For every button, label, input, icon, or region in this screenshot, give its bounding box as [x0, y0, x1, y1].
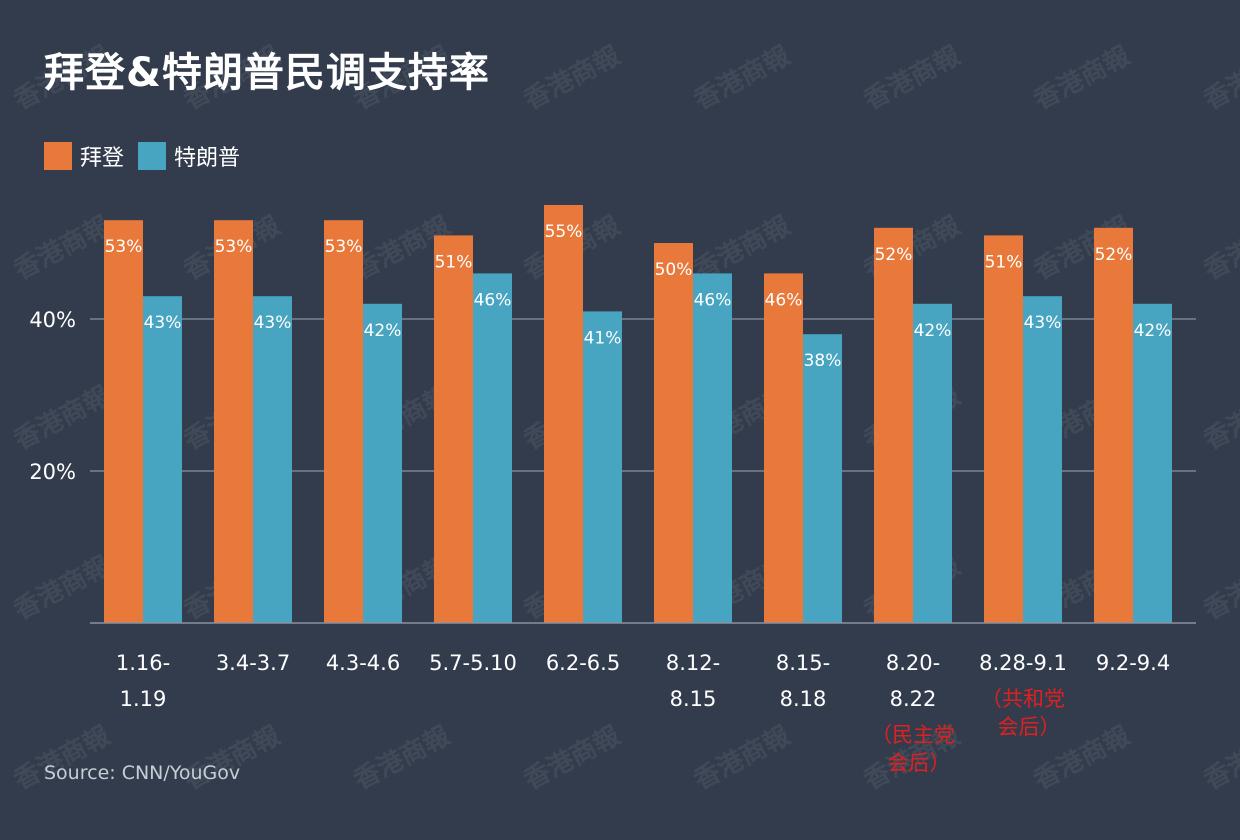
- bar-trump: [473, 273, 512, 623]
- watermark-text: 香港商報: [1029, 40, 1136, 117]
- category-note: （共和党: [981, 687, 1065, 711]
- watermark-text: 香港商報: [519, 720, 626, 797]
- data-label-biden: 46%: [765, 290, 803, 310]
- bar-biden: [544, 205, 583, 623]
- x-tick-label: 1.19: [120, 687, 167, 711]
- x-tick-label: 5.7-5.10: [429, 651, 517, 675]
- bar-trump: [583, 311, 622, 623]
- data-label-trump: 46%: [474, 290, 512, 310]
- watermark-text: 香港商報: [689, 720, 796, 797]
- watermark-text: 香港商報: [689, 40, 796, 117]
- data-label-trump: 41%: [584, 328, 622, 348]
- data-label-biden: 52%: [875, 245, 913, 265]
- x-tick-label: 8.28-9.1: [979, 651, 1067, 675]
- bar-biden: [434, 235, 473, 623]
- x-tick-label: 8.20-: [886, 651, 940, 675]
- watermark-text: 香港商報: [349, 720, 456, 797]
- legend-item-trump: 特朗普: [138, 140, 240, 172]
- category-note: 会后）: [888, 751, 951, 775]
- source-note: Source: CNN/YouGov: [44, 762, 241, 784]
- data-label-biden: 55%: [545, 222, 583, 242]
- data-label-trump: 42%: [914, 321, 952, 341]
- bar-biden: [764, 273, 803, 623]
- watermark-text: 香港商報: [519, 40, 626, 117]
- data-label-trump: 43%: [1024, 313, 1062, 333]
- legend-item-biden: 拜登: [44, 140, 124, 172]
- data-label-trump: 42%: [364, 321, 402, 341]
- bar-biden: [1094, 227, 1133, 624]
- x-tick-label: 8.12-: [666, 651, 720, 675]
- watermark-text: 香港商報: [9, 210, 116, 287]
- bar-trump: [1023, 296, 1062, 623]
- bar-trump: [363, 303, 402, 623]
- watermark-text: 香港商報: [859, 40, 966, 117]
- data-label-trump: 42%: [1134, 321, 1172, 341]
- legend: 拜登 特朗普: [44, 140, 254, 172]
- x-tick-label: 9.2-9.4: [1096, 651, 1170, 675]
- bar-trump: [143, 296, 182, 623]
- data-label-trump: 43%: [254, 313, 292, 333]
- data-label-trump: 43%: [144, 313, 182, 333]
- y-tick-label: 40%: [29, 308, 76, 332]
- x-tick-label: 6.2-6.5: [546, 651, 620, 675]
- bar-biden: [874, 227, 913, 624]
- watermark-text: 香港商報: [179, 40, 286, 117]
- x-tick-label: 3.4-3.7: [216, 651, 290, 675]
- data-label-biden: 52%: [1095, 245, 1133, 265]
- bar-trump: [803, 334, 842, 623]
- category-note: 会后）: [998, 715, 1061, 739]
- bar-biden: [104, 220, 143, 623]
- x-tick-label: 1.16-: [116, 651, 170, 675]
- watermark-text: 香港商報: [9, 720, 116, 797]
- data-label-biden: 51%: [985, 252, 1023, 272]
- data-label-biden: 50%: [655, 260, 693, 280]
- bar-trump: [253, 296, 292, 623]
- legend-label-biden: 拜登: [80, 146, 125, 171]
- watermark-text: 香港商報: [9, 380, 116, 457]
- y-tick-label: 20%: [29, 460, 76, 484]
- bar-biden: [654, 243, 693, 623]
- legend-label-trump: 特朗普: [174, 146, 241, 171]
- bar-biden: [324, 220, 363, 623]
- bar-trump: [913, 303, 952, 623]
- bar-biden: [214, 220, 253, 623]
- watermark-text: 香港商報: [1199, 210, 1240, 287]
- watermark-text: 香港商報: [179, 720, 286, 797]
- data-label-biden: 51%: [435, 252, 473, 272]
- data-label-trump: 46%: [694, 290, 732, 310]
- x-tick-label: 4.3-4.6: [326, 651, 400, 675]
- watermark-text: 香港商報: [1199, 720, 1240, 797]
- x-tick-label: 8.15-: [776, 651, 830, 675]
- watermark-text: 香港商報: [1199, 380, 1240, 457]
- watermark-text: 香港商報: [1199, 40, 1240, 117]
- chart-title: 拜登&特朗普民调支持率: [44, 50, 490, 96]
- watermark-text: 香港商報: [1199, 550, 1240, 627]
- bar-trump: [1133, 303, 1172, 623]
- legend-swatch-trump: [138, 142, 167, 170]
- data-label-biden: 53%: [215, 237, 253, 257]
- watermark-text: 香港商報: [9, 550, 116, 627]
- data-label-biden: 53%: [105, 237, 143, 257]
- x-tick-label: 8.15: [670, 687, 717, 711]
- data-label-trump: 38%: [804, 351, 842, 371]
- data-label-biden: 53%: [325, 237, 363, 257]
- category-note: （民主党: [871, 723, 955, 747]
- bar-biden: [984, 235, 1023, 623]
- watermark-text: 香港商報: [9, 40, 116, 117]
- bar-trump: [693, 273, 732, 623]
- watermark-text: 香港商報: [349, 40, 456, 117]
- legend-swatch-biden: [44, 142, 72, 170]
- x-tick-label: 8.18: [780, 687, 827, 711]
- x-tick-label: 8.22: [890, 687, 937, 711]
